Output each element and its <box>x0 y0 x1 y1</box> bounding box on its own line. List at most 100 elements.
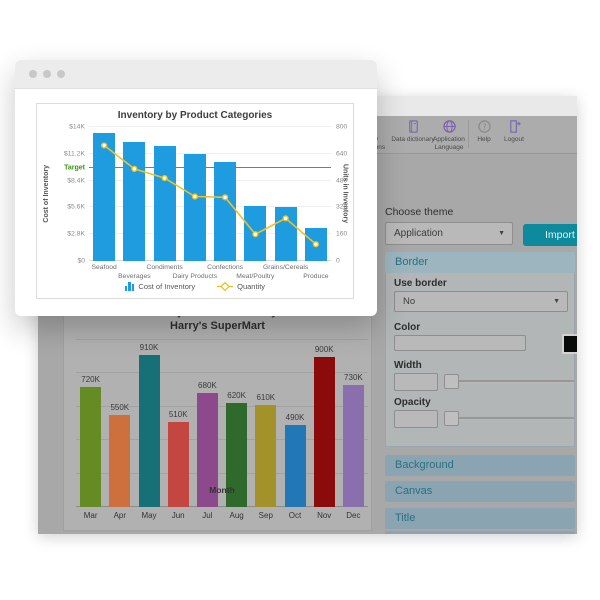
line-marker <box>101 142 108 149</box>
bar <box>167 421 189 507</box>
bar-value-label: 490K <box>285 413 305 423</box>
use-border-select[interactable]: No ▼ <box>394 291 568 312</box>
bar-series-icon <box>124 282 135 291</box>
toolbar-item-logout[interactable]: Logout <box>499 119 529 144</box>
bar <box>138 355 160 507</box>
opacity-slider-thumb[interactable] <box>444 411 459 426</box>
toolbar-item-data-dictionary[interactable]: Data dictionary <box>390 119 436 144</box>
y-tick-left: $2.8K <box>67 230 85 238</box>
line-marker <box>131 165 138 172</box>
x-category-label: Aug <box>229 511 244 520</box>
target-line: Target <box>64 165 331 172</box>
x-category-label: Confections <box>207 264 244 271</box>
opacity-slider-track[interactable] <box>448 417 574 420</box>
y-tick-right: 160 <box>336 230 348 238</box>
x-category-label: Sep <box>258 511 273 520</box>
bar-value-label: 610K <box>256 393 276 403</box>
choose-theme-label: Choose theme <box>385 206 454 218</box>
bar <box>226 403 248 507</box>
x-category-label: Beverages <box>118 273 151 280</box>
section-header-border[interactable]: Border <box>385 252 575 273</box>
x-category-label: Meat/Poultry <box>236 273 275 280</box>
x-category-label: Seafood <box>91 264 117 271</box>
line-marker <box>191 193 198 200</box>
theme-select-value: Application <box>394 228 443 239</box>
x-category-label: Oct <box>288 511 302 520</box>
x-category-label: Nov <box>317 511 332 520</box>
bar <box>284 425 306 507</box>
bar-value-label: 550K <box>110 403 130 413</box>
y-tick-right: 320 <box>336 203 348 211</box>
opacity-label: Opacity <box>394 397 431 408</box>
window-dot-icon[interactable] <box>43 70 51 78</box>
legend-label: Quantity <box>237 282 266 291</box>
bar <box>214 162 237 261</box>
width-slider-thumb[interactable] <box>444 374 459 389</box>
bar-value-label: 680K <box>198 381 217 391</box>
x-category-label: Dec <box>346 511 361 520</box>
gridline <box>76 472 368 474</box>
width-label: Width <box>394 360 422 371</box>
bar-value-label: 510K <box>168 409 188 419</box>
gridline <box>89 179 331 181</box>
x-axis-title: Month <box>209 485 235 495</box>
x-category-label: Dairy Products <box>172 273 218 280</box>
browser-title-bar <box>15 60 377 89</box>
y-tick-right: 640 <box>336 150 348 158</box>
width-input[interactable] <box>394 373 438 391</box>
line-marker <box>282 215 289 222</box>
toolbar-label: Application Language <box>433 136 465 151</box>
chart-title: Inventory by Product Categories <box>117 110 273 121</box>
section-header-clipped[interactable] <box>385 531 575 534</box>
svg-text:?: ? <box>482 122 486 131</box>
bar-value-label: 900K <box>314 344 334 354</box>
toolbar-label: Data dictionary <box>391 136 435 143</box>
window-dot-icon[interactable] <box>57 70 65 78</box>
plot-area: 720K Mar 550K Apr 910K May 510K Jun 680K Jul 620K A… <box>76 339 368 520</box>
gridline <box>89 233 331 235</box>
bar <box>342 385 364 507</box>
legend-label: Cost of Inventory <box>138 282 196 291</box>
width-slider-track[interactable] <box>448 380 574 383</box>
logout-icon <box>509 120 521 133</box>
color-swatch[interactable] <box>562 334 577 354</box>
book-icon <box>408 120 418 133</box>
y-tick-right: 800 <box>336 123 348 131</box>
bar <box>80 386 102 507</box>
bar <box>183 153 206 261</box>
color-label: Color <box>394 322 421 333</box>
import-theme-button[interactable]: Import <box>523 224 577 246</box>
globe-icon <box>442 120 456 133</box>
chevron-down-icon: ▼ <box>498 230 505 237</box>
inventory-chart-card: Inventory by Product Categories Cost of … <box>36 103 354 299</box>
browser-window: Inventory by Product Categories Cost of … <box>15 60 377 316</box>
gridline <box>89 260 331 261</box>
line-marker <box>312 241 319 248</box>
bar <box>196 393 218 507</box>
use-border-value: No <box>403 296 416 307</box>
legend-item-quantity[interactable]: Quantity <box>217 282 265 291</box>
y-tick-right: 480 <box>336 177 348 185</box>
toolbar-item-help[interactable]: ? Help <box>471 119 497 144</box>
bar-value-label: 720K <box>81 374 100 384</box>
x-category-label: Condiments <box>146 264 183 271</box>
gridline <box>76 405 368 407</box>
legend-item-cost[interactable]: Cost of Inventory <box>124 282 196 291</box>
section-header-title[interactable]: Title <box>385 508 575 529</box>
x-category-label: Produce <box>303 273 329 280</box>
section-header-canvas[interactable]: Canvas <box>385 481 575 502</box>
y-tick-left: $14K <box>69 123 85 131</box>
section-header-background[interactable]: Background <box>385 455 575 476</box>
y-axis-title-right: Units in Inventory <box>341 164 349 224</box>
window-dot-icon[interactable] <box>29 70 37 78</box>
toolbar-item-application-language[interactable]: Application Language <box>424 119 474 151</box>
color-input[interactable] <box>394 335 526 351</box>
opacity-input[interactable] <box>394 410 438 428</box>
theme-select[interactable]: Application ▼ <box>385 222 513 245</box>
toolbar-label: Logout <box>504 136 524 143</box>
bar <box>93 132 116 261</box>
toolbar-label: Help <box>477 136 491 143</box>
gridline <box>89 206 331 208</box>
line-series-icon <box>217 282 234 291</box>
border-section-body: Use border No ▼ Color Width Opacity <box>385 273 577 447</box>
